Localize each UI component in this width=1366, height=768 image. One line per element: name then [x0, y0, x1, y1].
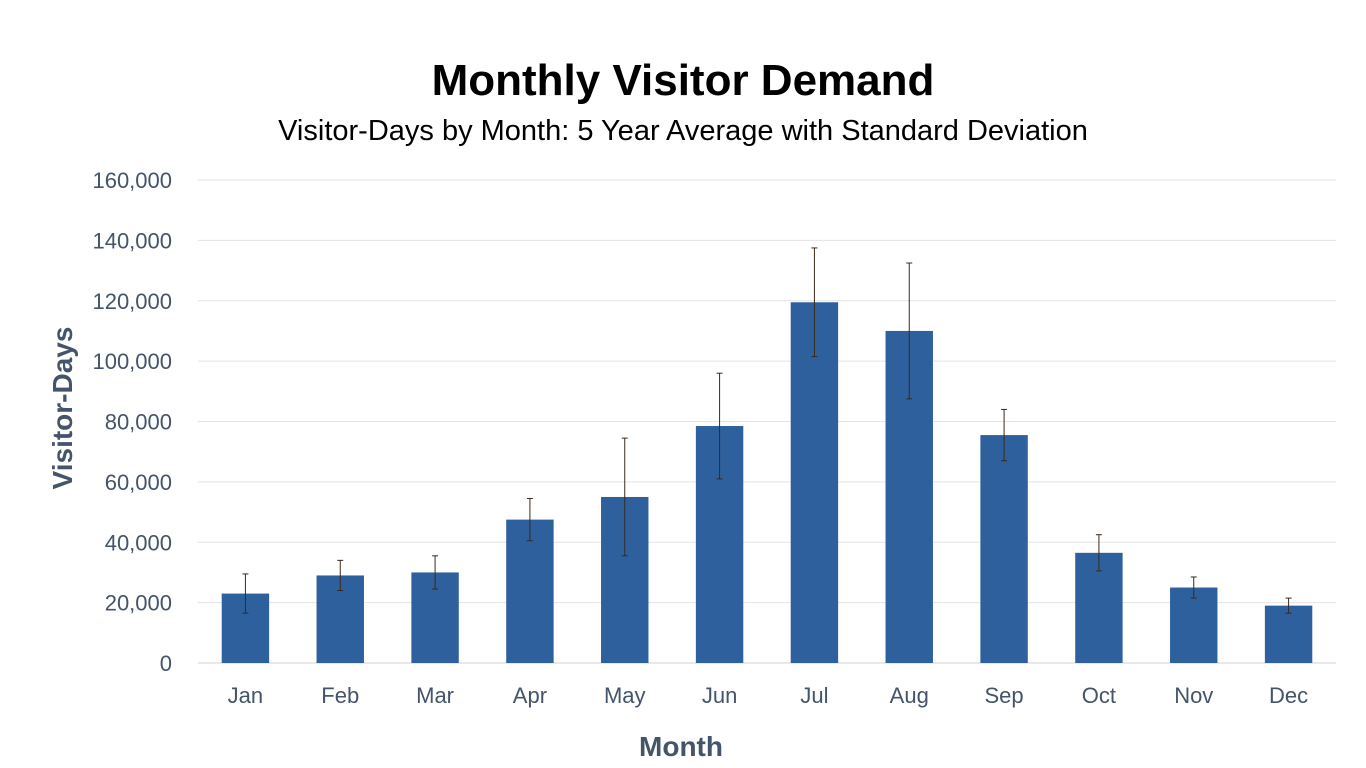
y-tick-label: 80,000	[105, 410, 172, 435]
error-bar-aug	[906, 262, 913, 400]
x-axis-title: Month	[639, 731, 723, 762]
x-tick-label: Jan	[228, 683, 263, 708]
bar-nov	[1170, 587, 1218, 663]
error-bar-mar	[432, 555, 439, 590]
y-tick-label: 40,000	[105, 530, 172, 555]
x-tick-label: Jun	[702, 683, 737, 708]
error-bar-nov	[1190, 576, 1197, 599]
error-bar-oct	[1095, 534, 1102, 572]
y-tick-label: 100,000	[92, 349, 172, 374]
error-bar-feb	[337, 559, 344, 592]
y-tick-label: 20,000	[105, 591, 172, 616]
x-axis-ticks: Jan Feb Mar Apr May Jun Jul Aug Sep Oct Nov Dec	[228, 683, 1308, 708]
x-tick-label: Jul	[800, 683, 828, 708]
y-axis-ticks: 0 20,000 40,000 60,000 80,000 100,000 120,000 1…	[92, 168, 172, 676]
bar-jul	[790, 302, 839, 663]
error-bar-sep	[1001, 408, 1008, 462]
y-tick-label: 140,000	[92, 228, 172, 253]
x-tick-label: Mar	[416, 683, 454, 708]
y-tick-label: 160,000	[92, 168, 172, 193]
x-tick-label: Aug	[890, 683, 929, 708]
gridlines	[198, 179, 1336, 664]
error-bar-apr	[526, 497, 533, 542]
error-bar-may	[621, 437, 628, 557]
chart-subtitle: Visitor-Days by Month: 5 Year Average wi…	[278, 115, 1088, 147]
bar-dec	[1264, 605, 1313, 663]
x-tick-label: May	[604, 683, 646, 708]
error-bar-jun	[716, 372, 723, 480]
chart-title: Monthly Visitor Demand	[432, 56, 935, 105]
error-bar-dec	[1285, 597, 1292, 614]
y-tick-label: 120,000	[92, 289, 172, 314]
y-tick-label: 0	[160, 651, 172, 676]
x-tick-label: Oct	[1082, 683, 1116, 708]
y-axis-title: Visitor-Days	[47, 327, 78, 490]
x-tick-label: Feb	[321, 683, 359, 708]
error-bar-jan	[242, 573, 249, 614]
bar-sep	[980, 435, 1028, 663]
bars	[221, 302, 1313, 663]
x-tick-label: Apr	[513, 683, 547, 708]
error-bars	[242, 247, 1292, 614]
bar-apr	[506, 519, 554, 663]
x-tick-label: Nov	[1174, 683, 1213, 708]
y-tick-label: 60,000	[105, 470, 172, 495]
error-bar-jul	[811, 247, 818, 358]
x-tick-label: Sep	[985, 683, 1024, 708]
x-tick-label: Dec	[1269, 683, 1308, 708]
